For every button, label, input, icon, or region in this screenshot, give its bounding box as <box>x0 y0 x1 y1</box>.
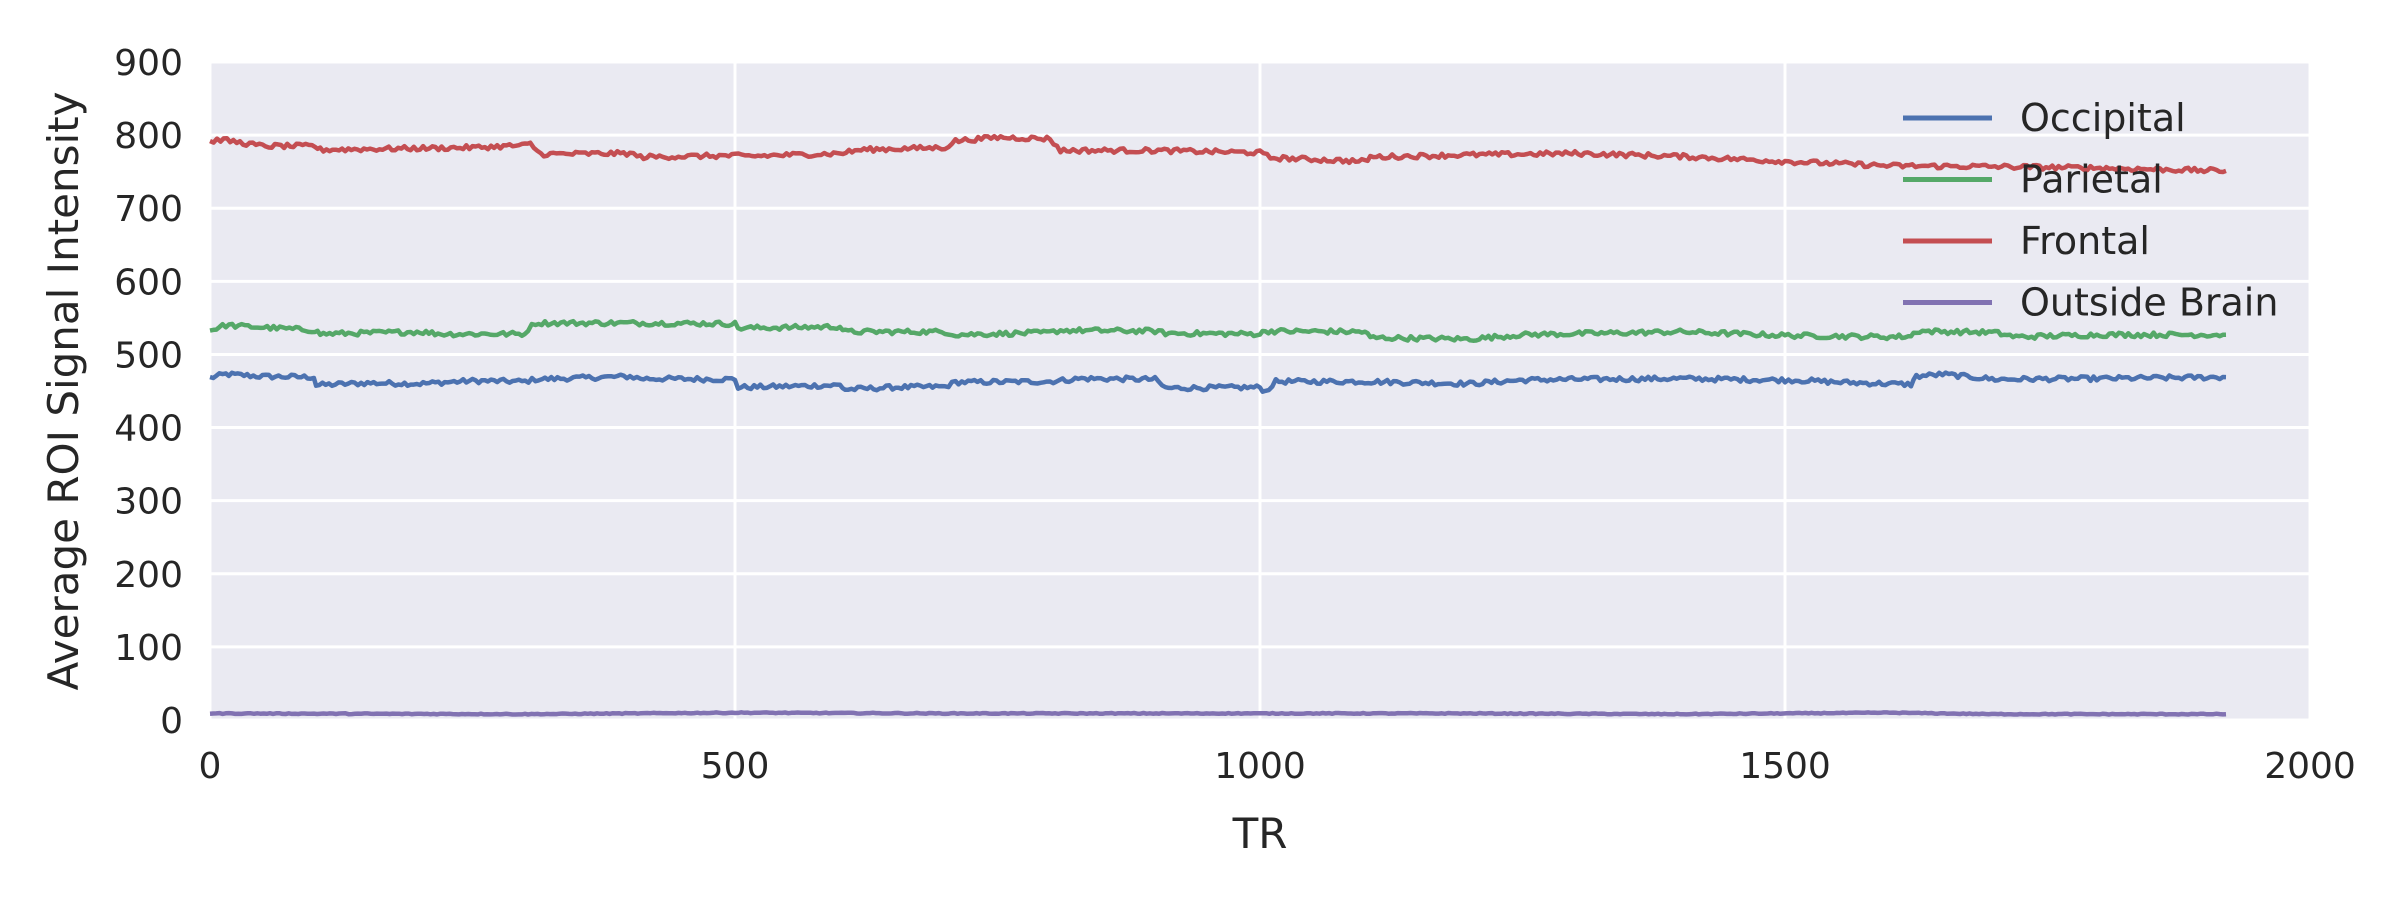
x-tick-label: 1500 <box>1739 746 1831 787</box>
y-tick-label: 700 <box>114 189 183 230</box>
y-tick-label: 600 <box>114 262 183 303</box>
legend-label: Frontal <box>2020 219 2150 263</box>
series-line-outside-brain <box>209 710 2227 717</box>
legend-label: Parietal <box>2020 158 2163 202</box>
series-lines <box>209 133 2227 717</box>
y-axis-title: Average ROI Signal Intensity <box>39 92 88 691</box>
x-axis-ticks: 0 500 1000 1500 2000 <box>199 746 2356 787</box>
series-line-frontal <box>209 133 2227 175</box>
y-tick-label: 500 <box>114 335 183 376</box>
legend-label: Outside Brain <box>2020 281 2278 325</box>
y-tick-label: 300 <box>114 482 183 523</box>
y-tick-label: 0 <box>160 701 183 742</box>
series-line-parietal <box>209 318 2227 343</box>
x-tick-label: 2000 <box>2264 746 2356 787</box>
y-axis-ticks: 0 100 200 300 400 500 600 700 800 900 <box>114 43 183 742</box>
y-tick-label: 900 <box>114 43 183 84</box>
y-tick-label: 400 <box>114 409 183 450</box>
x-tick-label: 1000 <box>1214 746 1306 787</box>
y-tick-label: 800 <box>114 116 183 157</box>
legend: Occipital Parietal Frontal Outside Brain <box>1903 96 2278 325</box>
series-line-occipital <box>209 370 2227 394</box>
x-tick-label: 0 <box>199 746 222 787</box>
x-axis-title: TR <box>1232 809 1288 858</box>
y-tick-label: 100 <box>114 628 183 669</box>
grid-lines <box>208 60 2312 722</box>
legend-label: Occipital <box>2020 96 2186 140</box>
x-tick-label: 500 <box>701 746 770 787</box>
y-tick-label: 200 <box>114 555 183 596</box>
